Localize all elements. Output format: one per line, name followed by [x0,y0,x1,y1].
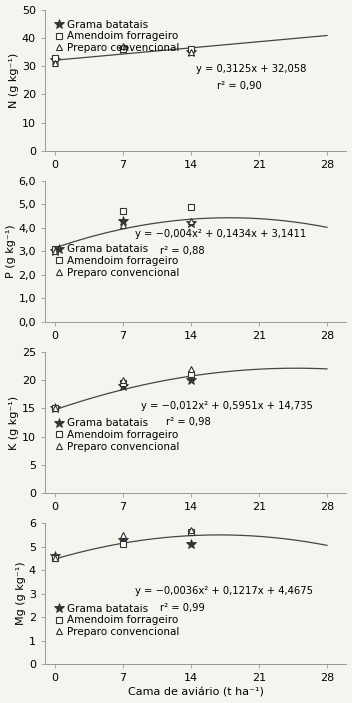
Legend: Grama batatais, Amendoim forrageiro, Preparo convencional: Grama batatais, Amendoim forrageiro, Pre… [53,18,181,55]
Text: y = −0,004x² + 0,1434x + 3,1411: y = −0,004x² + 0,1434x + 3,1411 [136,229,307,240]
Text: y = −0,012x² + 0,5951x + 14,735: y = −0,012x² + 0,5951x + 14,735 [142,401,313,411]
Y-axis label: Mg (g kg⁻¹): Mg (g kg⁻¹) [16,562,26,626]
Y-axis label: P (g kg⁻¹): P (g kg⁻¹) [6,224,15,278]
Text: y = −0,0036x² + 0,1217x + 4,4675: y = −0,0036x² + 0,1217x + 4,4675 [136,586,313,596]
Legend: Grama batatais, Amendoim forrageiro, Preparo convencional: Grama batatais, Amendoim forrageiro, Pre… [53,602,181,639]
Text: r² = 0,88: r² = 0,88 [159,246,204,257]
Y-axis label: N (g kg⁻¹): N (g kg⁻¹) [9,53,19,108]
Text: r² = 0,98: r² = 0,98 [165,418,210,427]
Text: r² = 0,90: r² = 0,90 [217,81,262,91]
Y-axis label: K (g kg⁻¹): K (g kg⁻¹) [9,395,19,449]
Legend: Grama batatais, Amendoim forrageiro, Preparo convencional: Grama batatais, Amendoim forrageiro, Pre… [53,243,181,280]
Legend: Grama batatais, Amendoim forrageiro, Preparo convencional: Grama batatais, Amendoim forrageiro, Pre… [53,416,181,453]
X-axis label: Cama de aviário (t ha⁻¹): Cama de aviário (t ha⁻¹) [128,688,264,697]
Text: r² = 0,99: r² = 0,99 [159,602,205,613]
Text: y = 0,3125x + 32,058: y = 0,3125x + 32,058 [196,64,306,74]
